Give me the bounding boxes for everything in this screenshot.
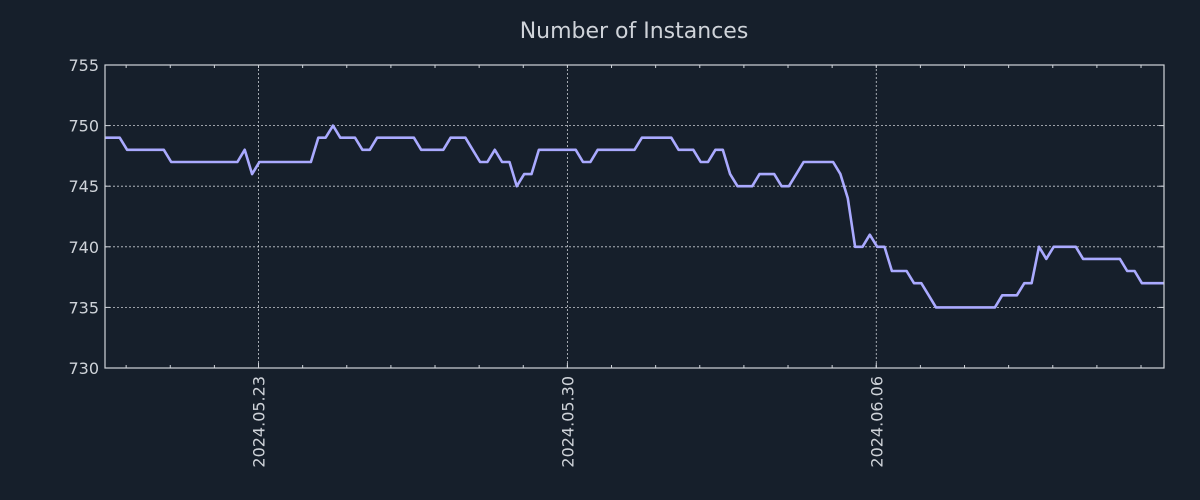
x-tick-label: 2024.05.30 [558,376,577,468]
chart-title: Number of Instances [520,19,749,44]
y-tick-label: 745 [68,177,99,196]
data-points [104,125,1165,308]
y-tick-label: 740 [68,238,99,257]
grid-lines [105,65,1164,368]
x-tick-label: 2024.05.23 [250,376,269,468]
plot-frame [104,64,1165,369]
axis-ticks [105,64,1164,369]
tick-labels: 730 735 740 745 750 755 2024.05.23 2024.05.30 20… [68,56,886,468]
y-tick-label: 750 [68,117,99,136]
y-tick-label: 735 [68,298,99,317]
series-line-number-of-instances [105,124,1164,309]
y-tick-label: 730 [68,359,99,378]
y-tick-label: 755 [68,56,99,75]
x-tick-label: 2024.06.06 [867,376,886,468]
